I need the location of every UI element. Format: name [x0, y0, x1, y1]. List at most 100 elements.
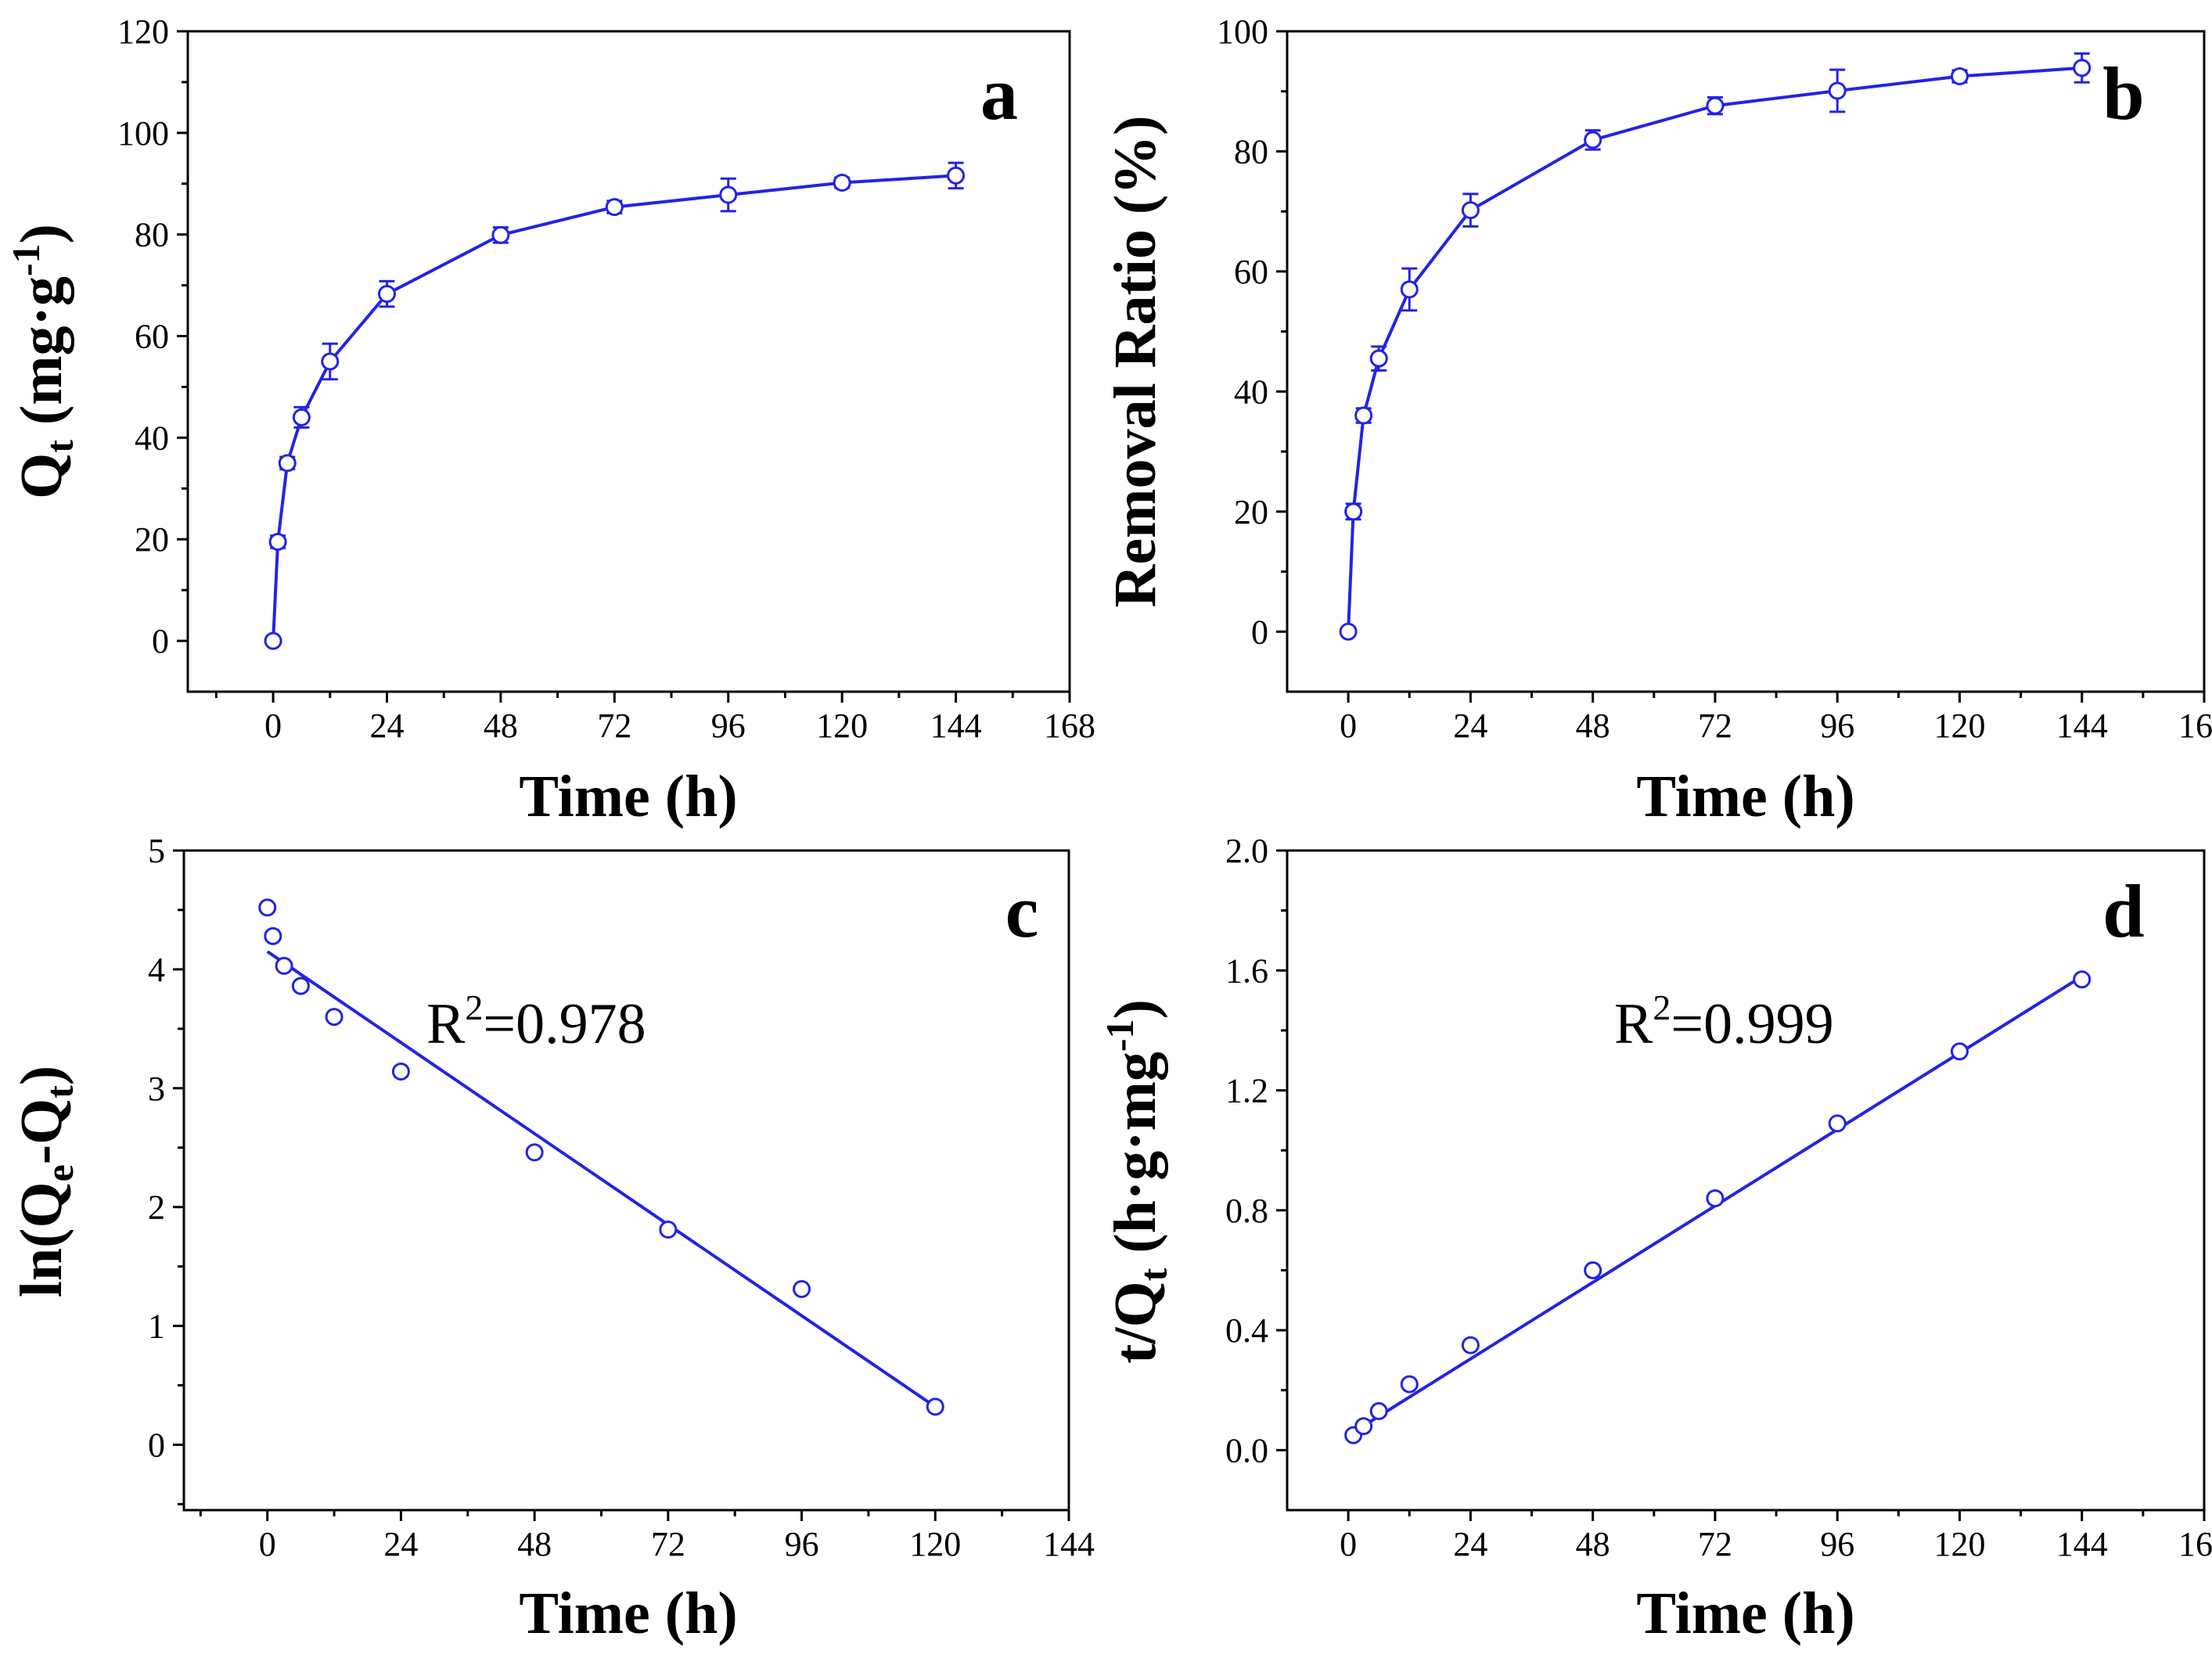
y-tick-label: 60	[135, 318, 169, 356]
panel-b-frame	[1286, 30, 2206, 693]
panel-a-x-title: Time (h)	[519, 764, 737, 829]
y-tick-label: 20	[1234, 493, 1268, 531]
data-point	[491, 225, 510, 244]
x-tick-label: 72	[1698, 1525, 1732, 1563]
fit-line	[266, 950, 937, 1408]
panel-a-y-title-tail: (mg·g	[9, 276, 74, 440]
data-point	[719, 185, 738, 204]
series-line	[1347, 66, 2082, 632]
data-point	[321, 352, 340, 371]
x-tick-label: 168	[2178, 1525, 2212, 1563]
panel-d-y-title-tail: (h·g·mg	[1102, 1052, 1168, 1268]
panel-d-y-title-sup: -1	[1098, 1019, 1142, 1052]
data-point	[264, 926, 282, 945]
series-line	[272, 174, 956, 642]
panel-a-y-title-main: Q	[9, 453, 74, 499]
panel-d-r2-rest: =0.999	[1671, 992, 1833, 1056]
y-tick-label: 5	[148, 832, 165, 870]
data-point	[1950, 67, 1969, 86]
data-point	[2073, 59, 2092, 77]
x-tick-label: 48	[517, 1525, 552, 1563]
y-tick-label: 80	[135, 216, 169, 254]
panel-c-y-title-sub2: t	[38, 1085, 81, 1099]
x-tick-label: 144	[1043, 1525, 1095, 1563]
panel-d-y-title: t/Qt (h·g·mg-1)	[1098, 999, 1175, 1364]
x-tick-label: 48	[484, 707, 518, 745]
x-tick-label: 48	[1576, 707, 1610, 745]
data-point	[1461, 201, 1480, 220]
data-point	[258, 898, 277, 917]
x-tick-label: 96	[711, 707, 746, 745]
panel-d-y-title-end: )	[1102, 999, 1168, 1019]
x-tick-label: 24	[383, 1525, 418, 1563]
data-point	[1369, 349, 1388, 368]
panel-a-y-title-sub: t	[38, 440, 81, 453]
data-point	[1584, 1261, 1602, 1279]
panel-c-r2-sup: 2	[465, 987, 483, 1027]
y-tick-label: 0.4	[1225, 1311, 1268, 1350]
panel-d-r2-main: R	[1614, 992, 1653, 1056]
data-point	[264, 631, 282, 650]
data-point	[278, 454, 297, 473]
y-tick-label: 3	[148, 1070, 165, 1108]
data-point	[659, 1221, 678, 1239]
x-tick-label: 72	[597, 707, 631, 745]
y-tick-label: 100	[117, 114, 169, 153]
data-point	[377, 285, 396, 304]
x-tick-label: 96	[1820, 1525, 1854, 1563]
data-point	[1584, 131, 1602, 149]
panel-a-frame	[186, 30, 1071, 693]
x-tick-label: 120	[1933, 1525, 1985, 1563]
panel-c-y-title-end: )	[9, 1066, 74, 1085]
data-point	[525, 1143, 544, 1162]
data-point	[926, 1397, 944, 1416]
panel-d-r2-annotation: R2=0.999	[1614, 987, 1834, 1056]
y-tick-label: 0.0	[1225, 1431, 1268, 1469]
x-tick-label: 168	[1044, 707, 1095, 745]
x-tick-label: 24	[1453, 1525, 1487, 1563]
data-point	[947, 166, 966, 185]
data-point	[1950, 1042, 1969, 1061]
data-point	[1354, 1417, 1373, 1436]
x-tick-label: 0	[1340, 707, 1357, 745]
data-point	[2073, 970, 2092, 989]
data-point	[275, 956, 293, 975]
panel-a-y-title: Qt (mg·g-1)	[4, 224, 81, 499]
x-tick-label: 48	[1576, 1525, 1610, 1563]
panel-a-marks: 0 24 48 72 96 120 144 168 0 20 40 60 80 100 120	[117, 13, 1095, 745]
data-point	[291, 976, 310, 995]
panel-c-r2-annotation: R2=0.978	[426, 987, 646, 1056]
panel-a: 0 24 48 72 96 120 144 168 0 20 40 60 80 100 120 a Time…	[4, 13, 1095, 829]
x-tick-label: 96	[785, 1525, 819, 1563]
x-tick-label: 0	[1340, 1525, 1357, 1563]
x-tick-label: 72	[651, 1525, 685, 1563]
panel-b-y-title: Removal Ratio (%)	[1102, 116, 1168, 608]
panel-c-r2-rest: =0.978	[483, 992, 646, 1056]
x-tick-label: 120	[1933, 707, 1985, 745]
panel-d-r2-sup: 2	[1653, 987, 1671, 1027]
x-tick-label: 144	[930, 707, 982, 745]
data-point	[1706, 1189, 1725, 1207]
y-tick-label: 0	[152, 622, 169, 660]
panel-a-y-title-end: )	[9, 224, 74, 243]
x-tick-label: 168	[2178, 707, 2212, 745]
panel-c-letter: c	[1005, 869, 1039, 953]
panel-c-frame	[182, 849, 1070, 1512]
panel-b-marks: 0 24 48 72 96 120 144 168 0 20 40 60 80 100	[1217, 13, 2212, 745]
data-point	[268, 532, 287, 551]
panel-c-marks: 0 24 48 72 96 120 144 0 1 2 3 4 5	[148, 832, 1095, 1563]
x-tick-label: 144	[2056, 707, 2108, 745]
data-point	[605, 198, 624, 217]
data-point	[793, 1279, 811, 1298]
panel-c-y-title: ln(Qe-Qt)	[9, 1066, 81, 1297]
y-tick-label: 80	[1234, 132, 1268, 171]
y-tick-label: 1	[148, 1307, 165, 1346]
panel-b-x-title: Time (h)	[1636, 764, 1854, 829]
x-tick-label: 0	[259, 1525, 276, 1563]
data-point	[1339, 622, 1358, 641]
panel-c-y-title-mid: -Q	[9, 1099, 74, 1164]
data-point	[1706, 96, 1725, 115]
panel-d-y-title-main: t/Q	[1102, 1281, 1168, 1364]
panel-d-y-title-sub: t	[1131, 1268, 1175, 1281]
